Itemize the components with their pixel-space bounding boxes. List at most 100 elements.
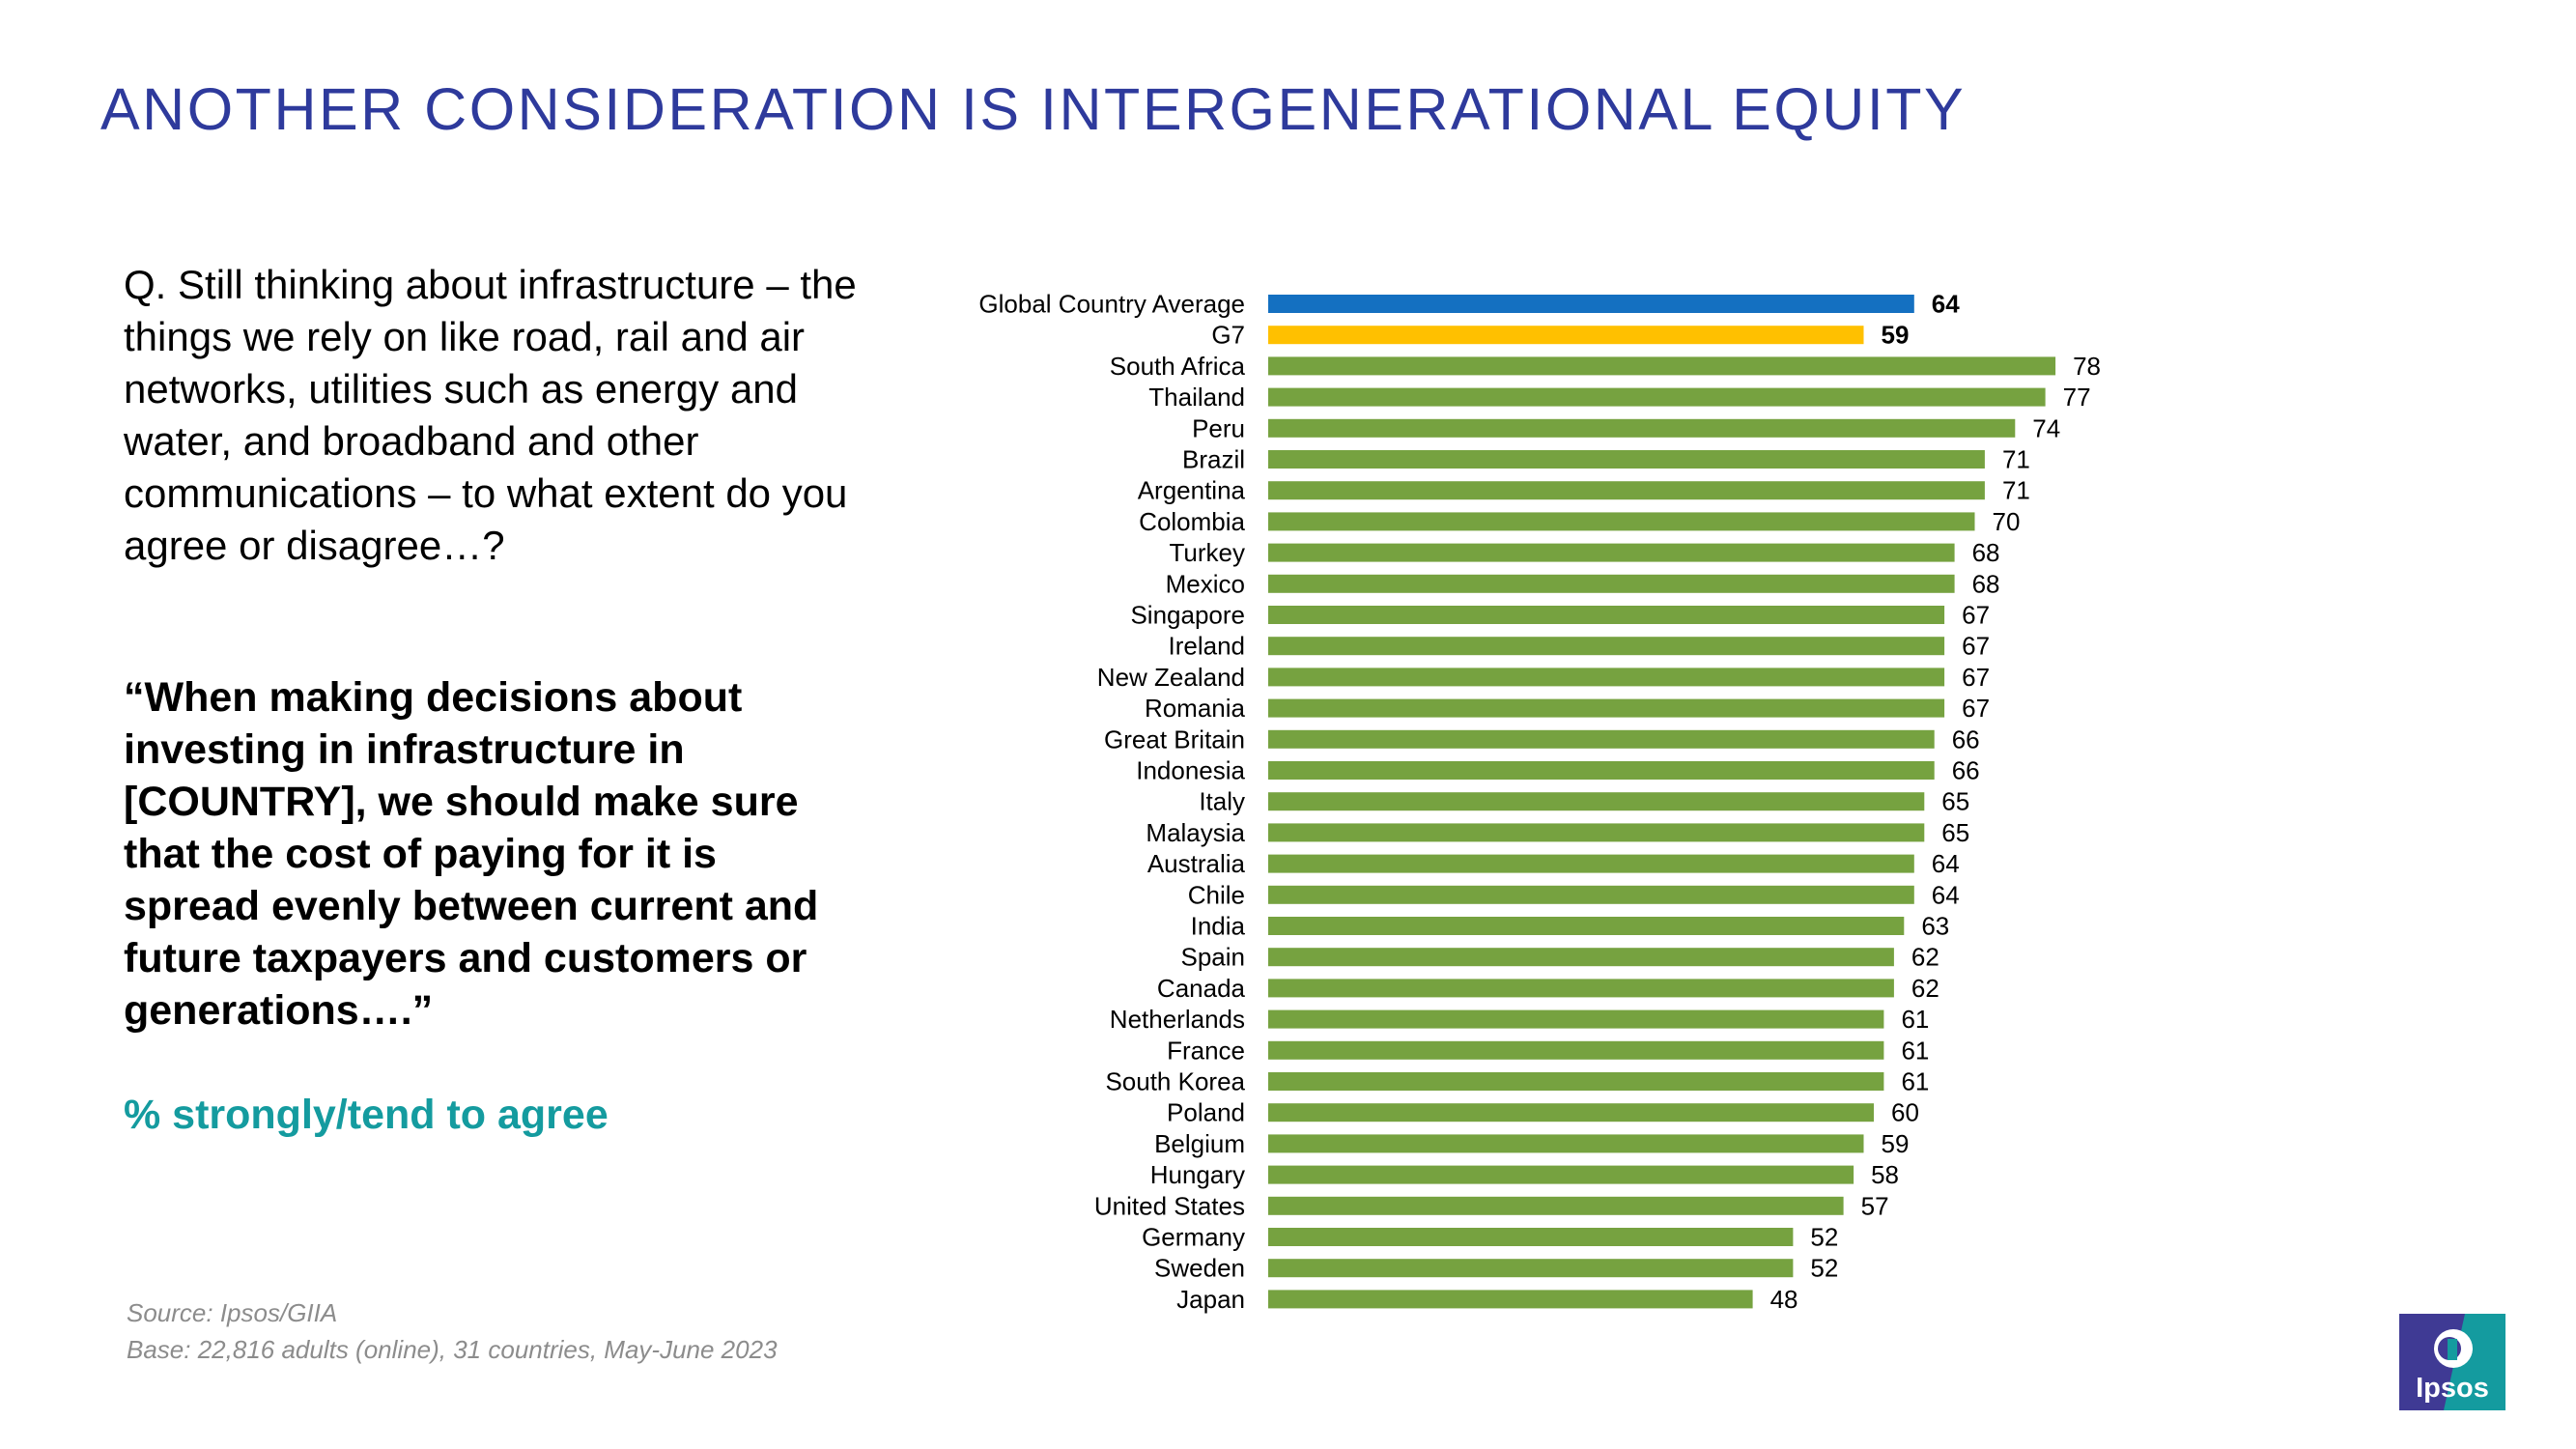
- bar: [1268, 326, 1864, 345]
- value-label: 68: [1972, 538, 2000, 567]
- value-label: 77: [2063, 383, 2091, 412]
- category-label: Indonesia: [1136, 756, 1245, 785]
- value-label: 60: [1891, 1098, 1919, 1127]
- value-label: 67: [1962, 632, 1990, 661]
- value-label: 59: [1882, 1129, 1910, 1158]
- category-label: New Zealand: [1097, 663, 1245, 692]
- bar: [1268, 1228, 1794, 1246]
- bar: [1268, 1196, 1844, 1215]
- bar: [1268, 979, 1894, 998]
- page-title: ANOTHER CONSIDERATION IS INTERGENERATION…: [100, 76, 1967, 142]
- bar: [1268, 948, 1894, 967]
- value-label: 62: [1911, 943, 1939, 972]
- category-label: Chile: [1188, 880, 1245, 909]
- category-label: United States: [1094, 1191, 1245, 1220]
- category-label: Sweden: [1154, 1254, 1245, 1283]
- bar: [1268, 295, 1914, 313]
- bar: [1268, 637, 1945, 656]
- value-label: 65: [1941, 787, 1969, 816]
- bar: [1268, 761, 1935, 780]
- value-label: 65: [1941, 818, 1969, 847]
- bar: [1268, 387, 2046, 407]
- category-label: Netherlands: [1110, 1005, 1245, 1034]
- category-label: Colombia: [1139, 507, 1245, 536]
- bar: [1268, 1072, 1884, 1091]
- bar: [1268, 1259, 1794, 1278]
- category-label: Malaysia: [1146, 818, 1245, 847]
- category-label: Peru: [1192, 413, 1245, 442]
- category-label: France: [1167, 1036, 1245, 1065]
- bar: [1268, 418, 2016, 438]
- category-label: India: [1191, 912, 1246, 941]
- category-label: Brazil: [1182, 445, 1245, 474]
- value-label: 66: [1952, 756, 1980, 785]
- bar: [1268, 792, 1925, 811]
- category-label: Argentina: [1138, 476, 1246, 505]
- value-label: 62: [1911, 974, 1939, 1003]
- value-label: 63: [1921, 912, 1949, 941]
- value-label: 67: [1962, 601, 1990, 630]
- value-label: 74: [2032, 413, 2060, 442]
- bar: [1268, 1103, 1874, 1122]
- category-label: Australia: [1147, 849, 1246, 878]
- category-label: Ireland: [1169, 632, 1246, 661]
- bar: [1268, 1040, 1884, 1060]
- bar: [1268, 668, 1945, 687]
- value-label: 66: [1952, 724, 1980, 753]
- category-label: South Africa: [1110, 352, 1246, 381]
- category-label: Hungary: [1150, 1160, 1245, 1189]
- category-label: Mexico: [1166, 569, 1245, 598]
- value-label: 61: [1901, 1067, 1929, 1096]
- value-label: 58: [1871, 1160, 1899, 1189]
- value-label: 52: [1810, 1223, 1838, 1252]
- bar: [1268, 854, 1914, 873]
- category-label: Canada: [1157, 974, 1246, 1003]
- bar: [1268, 885, 1914, 904]
- value-label: 61: [1901, 1005, 1929, 1034]
- value-label: 64: [1932, 290, 1960, 319]
- category-label: Turkey: [1170, 538, 1246, 567]
- bar: [1268, 543, 1955, 562]
- bar: [1268, 698, 1945, 718]
- category-label: Global Country Average: [978, 290, 1245, 319]
- bar: [1268, 574, 1955, 593]
- value-label: 68: [1972, 569, 2000, 598]
- value-label: 61: [1901, 1036, 1929, 1065]
- bar: [1268, 356, 2056, 376]
- bar: [1268, 450, 1985, 469]
- category-label: Romania: [1145, 694, 1246, 723]
- bar: [1268, 823, 1925, 842]
- category-label: Belgium: [1154, 1129, 1245, 1158]
- bar: [1268, 606, 1945, 624]
- bar-chart: Global Country Average 64 G7 59 South Africa…: [978, 290, 2101, 1314]
- question-text: Q. Still thinking about infrastructure –…: [124, 262, 857, 568]
- category-label: Singapore: [1130, 601, 1245, 630]
- value-label: 48: [1770, 1285, 1798, 1314]
- bar: [1268, 1290, 1753, 1309]
- category-label: G7: [1211, 321, 1245, 350]
- ipsos-logo: Ipsos: [2399, 1314, 2505, 1410]
- statement-text: “When making decisions about investing i…: [124, 674, 819, 1034]
- source-line: Source: Ipsos/GIIA: [127, 1298, 338, 1327]
- value-label: 78: [2073, 352, 2101, 381]
- value-label: 64: [1932, 880, 1960, 909]
- value-label: 67: [1962, 663, 1990, 692]
- bar: [1268, 729, 1935, 749]
- category-label: Poland: [1167, 1098, 1245, 1127]
- bar: [1268, 512, 1975, 531]
- bar: [1268, 1134, 1864, 1153]
- category-label: Great Britain: [1104, 724, 1245, 753]
- category-label: South Korea: [1105, 1067, 1245, 1096]
- category-label: Japan: [1176, 1285, 1245, 1314]
- category-label: Italy: [1199, 787, 1245, 816]
- value-label: 67: [1962, 694, 1990, 723]
- value-label: 64: [1932, 849, 1960, 878]
- source-note: Source: Ipsos/GIIA Base: 22,816 adults (…: [127, 1294, 778, 1368]
- measure-label: % strongly/tend to agree: [124, 1092, 609, 1138]
- base-line: Base: 22,816 adults (online), 31 countri…: [127, 1335, 778, 1364]
- bar: [1268, 1165, 1854, 1184]
- value-label: 71: [2002, 476, 2030, 505]
- category-label: Thailand: [1148, 383, 1245, 412]
- category-label: Germany: [1142, 1223, 1245, 1252]
- value-label: 57: [1861, 1191, 1889, 1220]
